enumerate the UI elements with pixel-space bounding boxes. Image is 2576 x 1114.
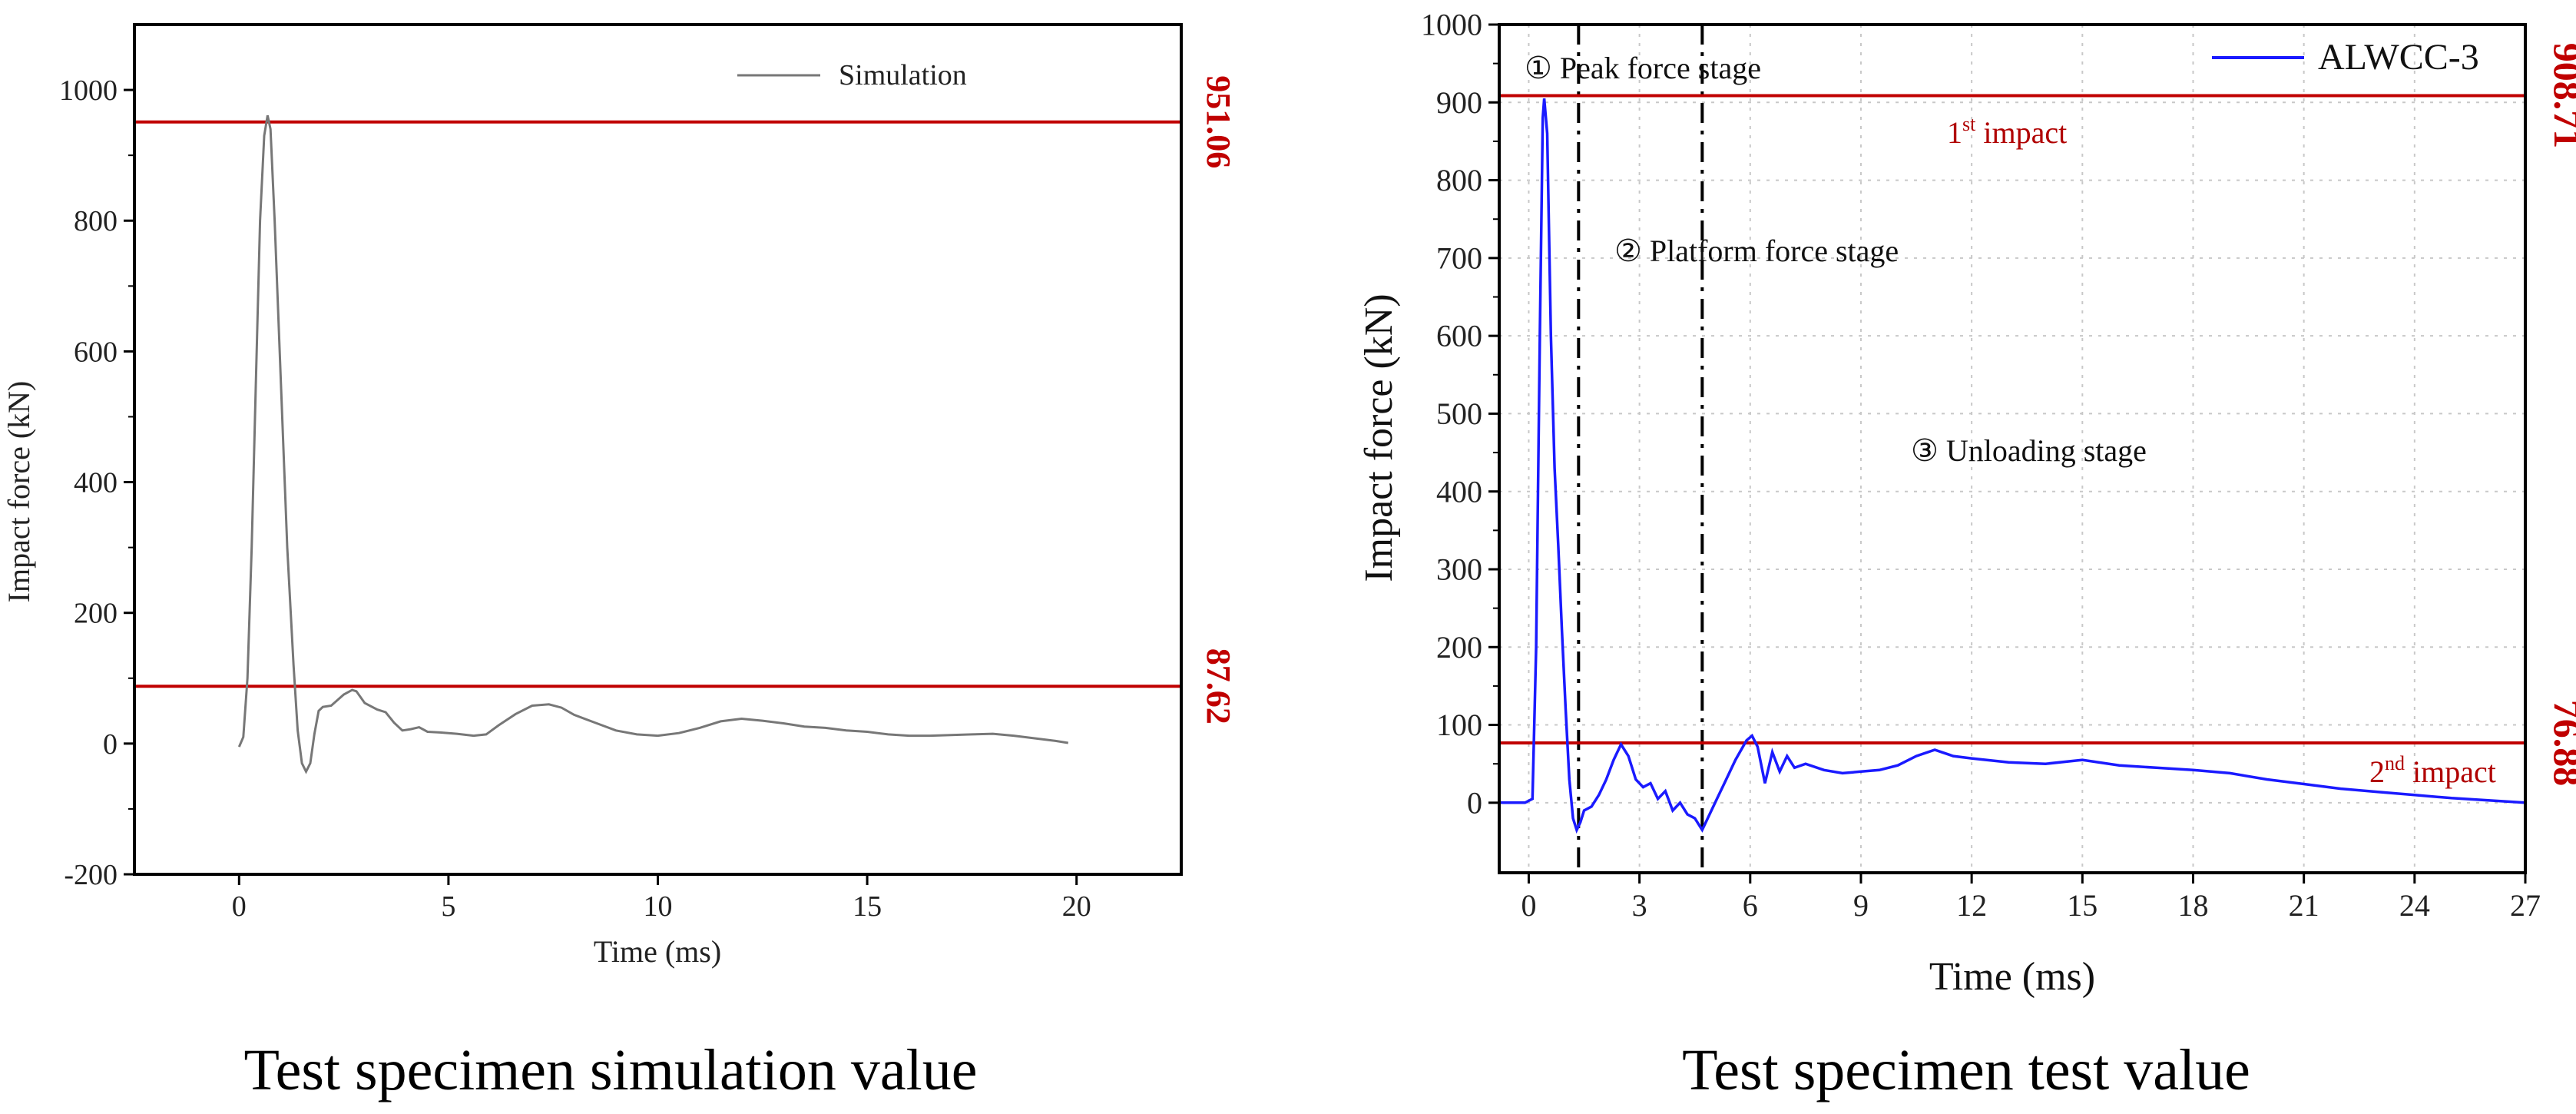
x-tick-label: 12 — [1956, 888, 1987, 923]
x-tick-label: 18 — [2177, 888, 2208, 923]
simulation-chart: 0 5 10 15 20 -200 0 200 400 600 800 1000 Simulation… — [2, 23, 1237, 1102]
x-tick-label: 5 — [441, 890, 455, 923]
y-tick-label: 300 — [1436, 552, 1482, 587]
y-tick-label: 900 — [1436, 85, 1482, 120]
y-tick-label: 200 — [74, 598, 118, 630]
x-tick-label: 9 — [1853, 888, 1869, 923]
y-tick-label: 1000 — [1421, 8, 1482, 42]
right-reference-lines — [1499, 94, 2525, 744]
right-grid — [1499, 24, 2526, 873]
peak-stage-annotation: ① Peak force stage — [1525, 51, 1761, 85]
y-tick-label: 600 — [74, 336, 118, 368]
x-tick-label: 27 — [2510, 888, 2541, 923]
left-axis-ticks: 0 5 10 15 20 -200 0 200 400 600 800 1000 — [59, 75, 1091, 923]
stage-dividers — [1577, 25, 1704, 873]
x-tick-label: 3 — [1632, 888, 1647, 923]
left-x-axis-title: Time (ms) — [594, 934, 721, 969]
y-tick-label: 400 — [1436, 474, 1482, 509]
unloading-stage-annotation: ③ Unloading stage — [1911, 433, 2147, 468]
first-impact-annotation: 1st impact — [1947, 113, 2067, 150]
right-caption: Test specimen test value — [1682, 1038, 2250, 1102]
right-x-axis-title: Time (ms) — [1929, 955, 2095, 999]
y-tick-label: 500 — [1436, 396, 1482, 431]
test-peak-value-label: 908.71 — [2546, 43, 2576, 149]
x-tick-label: 0 — [232, 890, 247, 923]
left-reference-lines — [134, 120, 1181, 688]
alwcc3-series-line — [1499, 98, 2526, 834]
x-tick-label: 15 — [2067, 888, 2098, 923]
y-tick-label: 0 — [1467, 785, 1482, 820]
right-axis-ticks: 0 3 6 9 12 15 18 21 24 27 0 100 200 300 400 500 600 700 80… — [1421, 8, 2541, 923]
platform-stage-annotation: ② Platform force stage — [1614, 234, 1899, 268]
y-tick-label: 800 — [74, 205, 118, 237]
x-tick-label: 24 — [2399, 888, 2430, 923]
test-second-value-label: 76.88 — [2546, 700, 2576, 787]
simulation-legend-label: Simulation — [839, 59, 967, 91]
y-tick-label: 200 — [1436, 630, 1482, 665]
y-tick-label: 600 — [1436, 319, 1482, 353]
x-tick-label: 0 — [1521, 888, 1536, 923]
x-tick-label: 15 — [853, 890, 882, 923]
y-tick-label: 400 — [74, 466, 118, 499]
y-tick-label: 100 — [1436, 708, 1482, 742]
right-plot-frame — [1498, 23, 2527, 874]
y-tick-label: 700 — [1436, 240, 1482, 275]
y-tick-label: 1000 — [59, 75, 118, 107]
y-tick-label: 0 — [103, 728, 118, 761]
simulation-peak-value-label: 951.06 — [1200, 75, 1237, 168]
simulation-series-line — [237, 114, 1069, 774]
x-tick-label: 21 — [2289, 888, 2319, 923]
right-y-axis-title: Impact force (kN) — [1357, 293, 1401, 582]
test-chart: 0 3 6 9 12 15 18 21 24 27 0 100 200 300 400 500 600 700 80… — [1357, 8, 2576, 1102]
y-tick-label: -200 — [64, 859, 118, 891]
second-impact-annotation: 2nd impact — [2369, 752, 2496, 789]
left-caption: Test specimen simulation value — [243, 1038, 977, 1102]
left-y-axis-title: Impact force (kN) — [2, 381, 36, 603]
y-tick-label: 800 — [1436, 163, 1482, 197]
x-tick-label: 20 — [1062, 890, 1091, 923]
alwcc3-legend-label: ALWCC-3 — [2318, 37, 2479, 78]
x-tick-label: 10 — [644, 890, 673, 923]
left-plot-frame — [133, 23, 1183, 876]
x-tick-label: 6 — [1743, 888, 1758, 923]
simulation-second-value-label: 87.62 — [1200, 648, 1237, 724]
